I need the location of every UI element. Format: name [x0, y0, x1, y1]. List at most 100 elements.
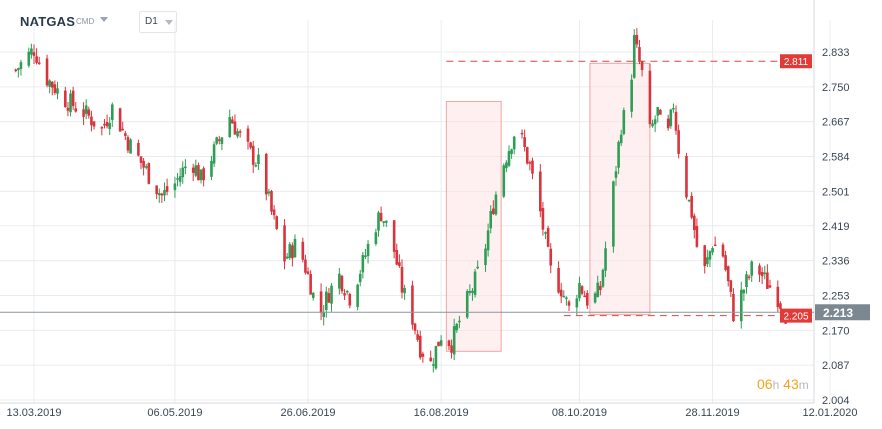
candle-body	[512, 136, 516, 150]
y-tick-label: 2.750	[822, 82, 850, 94]
y-tick-label: 2.584	[822, 152, 850, 164]
candle-body	[338, 273, 341, 289]
candle-body	[583, 295, 586, 298]
candle-body	[228, 117, 232, 137]
candle-body	[421, 353, 425, 357]
candle-body	[437, 341, 440, 347]
candle-body	[742, 289, 746, 294]
candle-body	[450, 345, 453, 353]
candle-body	[779, 303, 782, 309]
candle-body	[236, 131, 239, 137]
resistance-tag	[780, 54, 812, 69]
candle-body	[82, 109, 85, 117]
candle-body	[32, 52, 36, 56]
candle-body	[651, 123, 654, 127]
candle-body	[285, 256, 289, 259]
candle-body	[520, 132, 524, 135]
y-axis: 2.004 2.087 2.170 2.253 2.336 2.419 2.501 2.584…	[822, 47, 850, 407]
candle-body	[674, 111, 678, 131]
candle-body	[69, 93, 72, 113]
candle-body	[272, 209, 276, 216]
candle-body	[739, 289, 743, 322]
x-tick-label: 08.10.2019	[552, 407, 607, 419]
candle-body	[184, 166, 187, 169]
candle-body	[304, 259, 307, 273]
price-labels: 2.811 2.205 2.213	[780, 54, 870, 323]
candle-body	[66, 107, 70, 111]
candle-body	[758, 265, 761, 275]
candle-body	[585, 293, 589, 306]
candle-body	[267, 191, 271, 194]
candle-body	[364, 255, 367, 258]
candle-body	[53, 84, 57, 93]
candle-body	[84, 105, 88, 114]
x-axis: 13.03.2019 06.05.2019 26.06.2019 16.08.2019…	[6, 407, 857, 419]
candle-body	[327, 293, 331, 303]
candle-body	[319, 291, 323, 313]
candle-body	[340, 275, 344, 292]
countdown-hours-unit: h	[772, 378, 780, 392]
candle-body	[309, 274, 312, 295]
candle-body	[215, 137, 218, 144]
candle-body	[562, 295, 566, 298]
candle-body	[155, 185, 158, 195]
candle-body	[486, 230, 490, 251]
candle-body	[541, 208, 545, 230]
candle-body	[593, 293, 597, 303]
candle-body	[356, 284, 359, 307]
candle-body	[656, 107, 660, 116]
candle-body	[48, 80, 51, 87]
candle-body	[617, 141, 620, 168]
candle-body	[30, 48, 33, 55]
candle-body	[713, 244, 717, 247]
candle-body	[137, 142, 140, 156]
candle-body	[549, 248, 553, 266]
candle-body	[732, 293, 735, 322]
candle-body	[385, 220, 388, 223]
candle-body	[416, 334, 419, 340]
candle-body	[382, 221, 386, 223]
candle-body	[283, 225, 286, 262]
candle-body	[45, 58, 49, 86]
candle-body	[473, 271, 477, 295]
candle-body	[619, 134, 623, 144]
candle-body	[220, 137, 224, 145]
candle-body	[288, 244, 292, 258]
candle-body	[745, 274, 748, 288]
candle-body	[669, 109, 673, 127]
y-tick-label: 2.253	[822, 290, 850, 302]
candle-body	[17, 68, 20, 71]
candle-body	[264, 153, 268, 195]
candle-body	[71, 90, 75, 107]
candle-body	[374, 232, 378, 244]
candle-body	[685, 155, 688, 198]
candle-body	[708, 251, 712, 260]
candle-body	[291, 245, 294, 259]
candle-body	[173, 183, 177, 191]
candle-body	[165, 186, 169, 192]
candle-body	[105, 122, 109, 127]
current-price-label: 2.213	[823, 306, 853, 320]
candle-body	[471, 290, 474, 294]
candle-body	[776, 286, 780, 308]
candle-body	[601, 269, 605, 287]
y-tick-label: 2.419	[822, 221, 850, 233]
candle-body	[121, 128, 125, 131]
candle-body	[439, 340, 443, 346]
candle-body	[596, 282, 600, 297]
symbol-dropdown-icon[interactable]	[100, 17, 108, 22]
candle-body	[465, 291, 469, 318]
candle-body	[721, 244, 725, 257]
candle-body	[306, 271, 310, 274]
level-lines	[0, 60, 814, 317]
candle-body	[176, 178, 179, 180]
candle-body	[565, 297, 568, 299]
candle-body	[233, 121, 237, 135]
candle-body	[163, 190, 166, 196]
y-tick-label: 2.667	[822, 117, 850, 129]
timeframe-select[interactable]: D1	[139, 11, 177, 33]
candle-body	[129, 139, 132, 154]
candle-body	[392, 220, 396, 252]
candle-body	[293, 238, 297, 258]
